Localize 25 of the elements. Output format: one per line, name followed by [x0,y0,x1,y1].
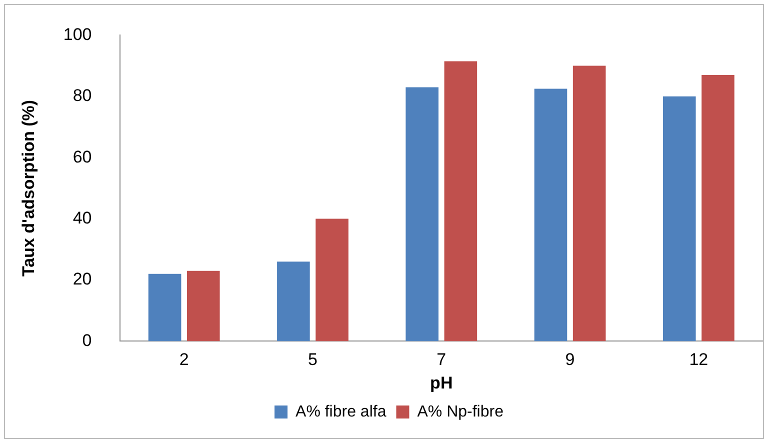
bar [444,61,478,342]
x-tick-label: 9 [565,350,575,370]
x-axis-title: pH [430,373,453,392]
bar [148,274,182,342]
y-tick-label: 100 [63,24,92,44]
x-tick-label: 12 [689,350,708,370]
bar [572,66,606,342]
y-tick-label: 20 [72,270,92,289]
x-tick-label: 5 [308,350,318,370]
bar [186,270,220,342]
x-tick-label: 2 [179,350,189,370]
bar [277,262,310,342]
y-tick-label: 40 [72,208,92,228]
legend-label: A% fibre alfa [296,403,386,420]
y-tick-label: 60 [72,147,92,166]
bar [534,88,568,342]
y-tick-label: 80 [72,86,92,106]
bar [406,87,438,342]
legend-label: A% Np-fibre [417,403,504,420]
y-axis-title: Taux d'adsorption (%) [18,100,38,276]
x-tick-label: 7 [436,350,446,370]
y-tick-label: 0 [82,330,92,350]
bar [702,74,734,342]
bar [316,218,348,342]
bar [662,96,696,342]
